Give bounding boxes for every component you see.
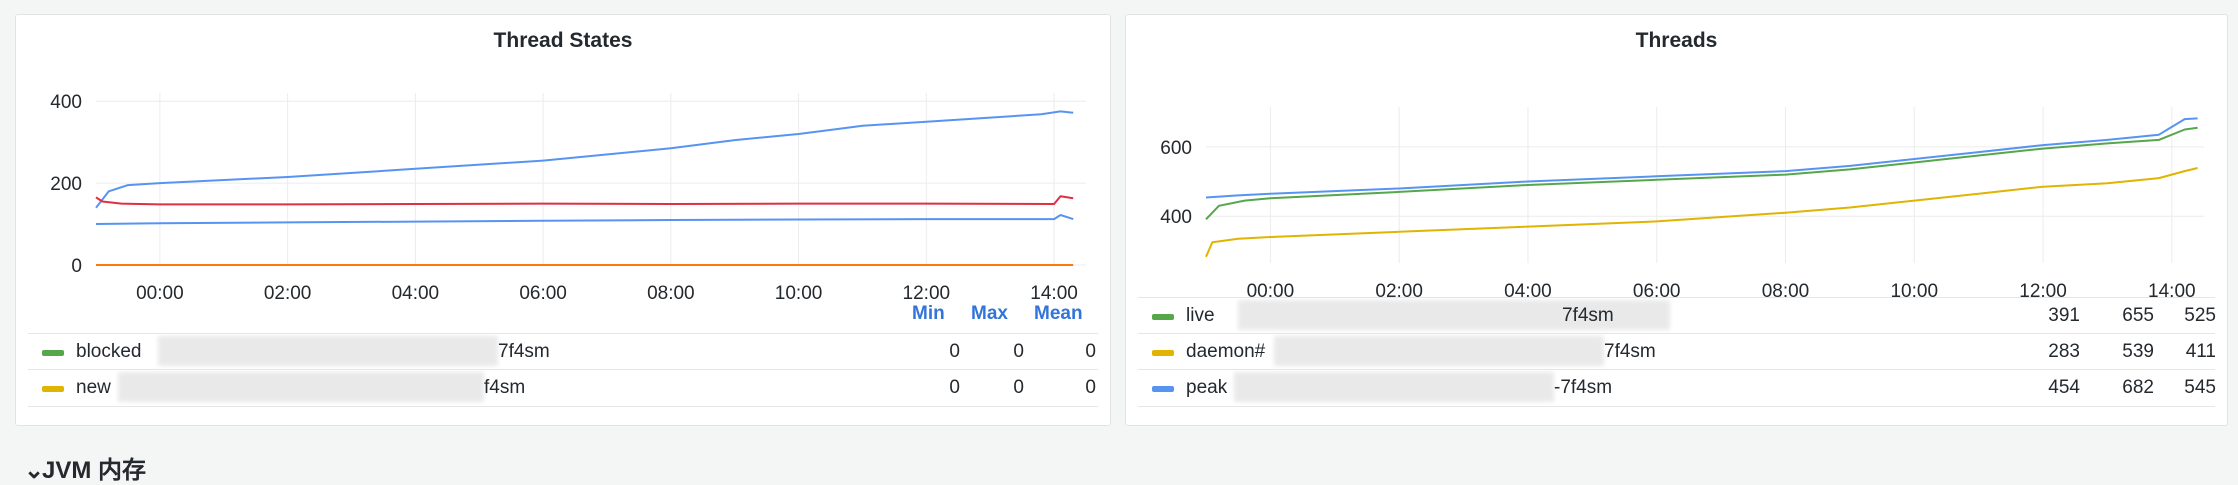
legend-series-name[interactable]: live: [1186, 305, 1215, 326]
legend-mean: 0: [1085, 341, 1096, 362]
legend-max: 655: [2122, 305, 2154, 326]
redacted-area: [1238, 300, 1670, 330]
y-tick-label: 600: [1160, 138, 1192, 159]
legend-row-new[interactable]: new f4sm 0 0 0: [28, 369, 1098, 407]
panel-title[interactable]: Thread States: [493, 29, 633, 52]
redacted-area: [158, 336, 498, 366]
panel-title[interactable]: Threads: [1635, 29, 1718, 52]
series-color-swatch: [42, 350, 64, 356]
series-line-live[interactable]: [1205, 126, 2198, 220]
series-color-swatch: [1152, 350, 1174, 356]
x-tick-label: 00:00: [1247, 281, 1295, 302]
legend-series-suffix: 7f4sm: [498, 341, 550, 362]
x-tick-label: 08:00: [1762, 281, 1810, 302]
legend-max: 0: [1013, 341, 1024, 362]
x-tick-label: 02:00: [264, 283, 312, 304]
legend-series-suffix: -7f4sm: [1554, 377, 1613, 398]
x-tick-label: 14:00: [1030, 283, 1078, 304]
threads-chart[interactable]: 00:00 02:00 04:00 06:00 08:00 10:00 12:00 14:00…: [1126, 15, 2229, 315]
legend-mean: 525: [2184, 305, 2216, 326]
y-tick-label: 400: [50, 92, 82, 113]
legend-max: 0: [1013, 377, 1024, 398]
y-tick-label: 200: [50, 174, 82, 195]
legend-min: 0: [949, 377, 960, 398]
legend-series-name[interactable]: new: [76, 377, 111, 398]
x-tick-label: 02:00: [1375, 281, 1423, 302]
x-tick-label: 04:00: [392, 283, 440, 304]
legend-min: 283: [2048, 341, 2080, 362]
series-color-swatch: [1152, 314, 1174, 320]
panel-thread-states[interactable]: Thread States 00:00 02:00 04:00 06:00 08:00 1…: [15, 14, 1111, 426]
x-tick-label: 04:00: [1504, 281, 1552, 302]
x-tick-label: 06:00: [519, 283, 567, 304]
legend-mean: 545: [2184, 377, 2216, 398]
legend-row-blocked[interactable]: blocked 7f4sm 0 0 0: [28, 333, 1098, 370]
series-color-swatch: [1152, 386, 1174, 392]
legend-series-name[interactable]: peak: [1186, 377, 1228, 398]
legend-min: 454: [2048, 377, 2080, 398]
x-tick-label: 12:00: [903, 283, 951, 304]
legend-header-max[interactable]: Max: [971, 303, 1008, 324]
x-tick-label: 12:00: [2019, 281, 2067, 302]
thread-states-chart[interactable]: 00:00 02:00 04:00 06:00 08:00 10:00 12:00 14:00…: [16, 15, 1112, 315]
x-tick-label: 00:00: [136, 283, 184, 304]
legend-header-min[interactable]: Min: [912, 303, 945, 324]
legend-min: 0: [949, 341, 960, 362]
redacted-area: [118, 372, 484, 402]
legend-series-suffix: 7f4sm: [1604, 341, 1656, 362]
legend-row-daemon[interactable]: daemon# 7f4sm 283 539 411: [1138, 333, 2216, 370]
panel-threads[interactable]: Threads 00:00 02:00 04:00 06:00 08:00 10:00 12…: [1125, 14, 2228, 426]
x-tick-label: 10:00: [1890, 281, 1938, 302]
series-line-0[interactable]: [95, 110, 1074, 209]
legend-series-name[interactable]: daemon#: [1186, 341, 1266, 362]
legend-max: 539: [2122, 341, 2154, 362]
series-line-peak[interactable]: [1205, 117, 2198, 199]
legend-row-peak[interactable]: peak -7f4sm 454 682 545: [1138, 369, 2216, 407]
x-tick-label: 10:00: [775, 283, 823, 304]
series-line-2[interactable]: [95, 214, 1074, 225]
legend-header-mean[interactable]: Mean: [1034, 303, 1083, 324]
series-line-daemon[interactable]: [1205, 167, 2198, 258]
series-color-swatch: [42, 386, 64, 392]
y-tick-label: 0: [71, 256, 82, 277]
legend-mean: 0: [1085, 377, 1096, 398]
legend-series-suffix: f4sm: [484, 377, 526, 398]
legend-max: 682: [2122, 377, 2154, 398]
x-tick-label: 06:00: [1633, 281, 1681, 302]
legend-min: 391: [2048, 305, 2080, 326]
legend-series-suffix: 7f4sm: [1562, 305, 1614, 326]
legend-mean: 411: [2185, 341, 2216, 362]
x-tick-label: 14:00: [2148, 281, 2196, 302]
x-tick-label: 08:00: [647, 283, 695, 304]
legend-row-live[interactable]: live 7f4sm 391 655 525: [1138, 297, 2216, 334]
row-title: JVM 内存: [42, 457, 147, 484]
y-tick-label: 400: [1160, 207, 1192, 228]
chevron-down-icon[interactable]: ⌄: [24, 457, 45, 484]
legend-series-name[interactable]: blocked: [76, 341, 142, 362]
redacted-area: [1234, 372, 1554, 402]
series-line-1[interactable]: [95, 195, 1074, 206]
redacted-area: [1274, 336, 1604, 366]
